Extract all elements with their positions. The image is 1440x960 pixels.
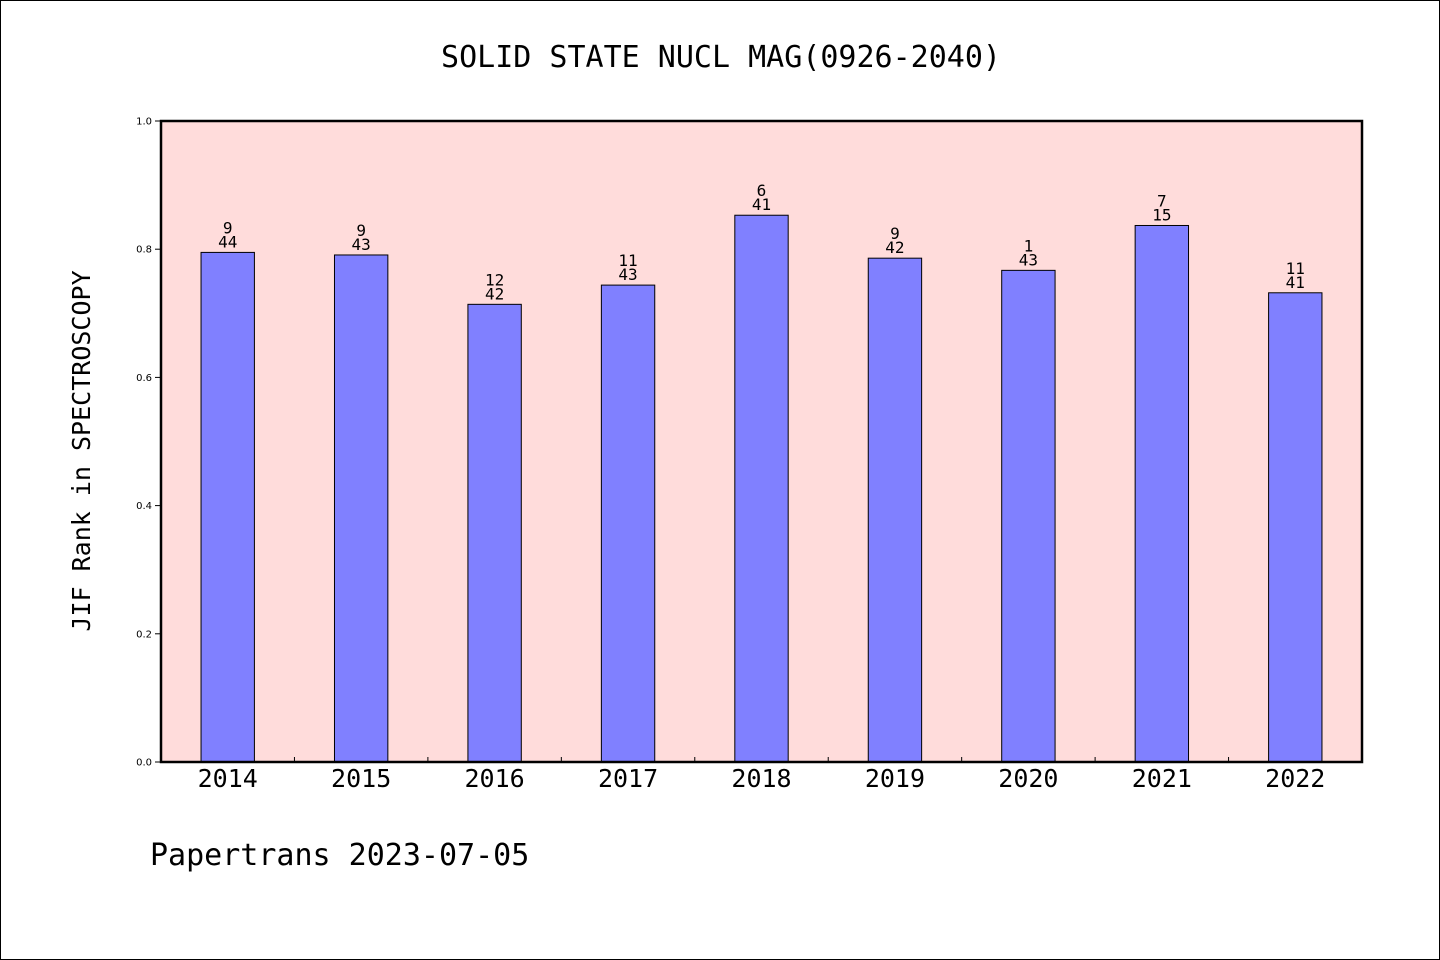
x-tick-label: 2016 — [465, 764, 525, 793]
bar-label-total: 44 — [218, 232, 237, 251]
x-tick-label: 2021 — [1132, 764, 1192, 793]
bar-label-total: 41 — [1286, 273, 1305, 292]
bar-label-total: 41 — [752, 195, 771, 214]
bar-label-total: 43 — [618, 265, 637, 284]
bar — [1268, 292, 1323, 763]
bar — [867, 257, 923, 763]
y-tick-label: 0.2 — [136, 629, 152, 640]
bar-label-total: 43 — [352, 235, 371, 254]
bar — [467, 303, 522, 763]
bar-label-rank: 9 — [890, 224, 900, 243]
bar — [333, 254, 389, 763]
y-tick-label: 0.4 — [136, 501, 152, 512]
bar-label-total: 15 — [1152, 205, 1171, 224]
chart-title: SOLID STATE NUCL MAG(0926-2040) — [441, 40, 1001, 75]
bar — [600, 284, 656, 763]
bar-label-rank: 6 — [757, 181, 767, 200]
bar-label-rank: 7 — [1157, 191, 1167, 210]
y-ticks: 0.0 0.2 0.4 0.6 0.8 1.0 — [136, 117, 161, 769]
y-axis-label: JIF Rank in SPECTROSCOPY — [67, 270, 96, 631]
bar-label-rank: 9 — [356, 221, 366, 240]
plot-frame — [159, 119, 1364, 764]
bar-label-total: 43 — [1019, 250, 1038, 269]
bar-label-total: 42 — [885, 238, 904, 257]
bar — [734, 214, 789, 763]
x-tick-label: 2019 — [865, 764, 925, 793]
bar-label-total: 42 — [485, 284, 504, 303]
y-tick-label: 0.8 — [136, 245, 152, 256]
bar-label-rank: 11 — [618, 251, 637, 270]
bar-label-rank: 9 — [223, 218, 233, 237]
footer-date: Papertrans 2023-07-05 — [150, 838, 529, 873]
x-tick-label: 2014 — [198, 764, 258, 793]
x-tick-label: 2015 — [331, 764, 391, 793]
y-tick-label: 1.0 — [136, 117, 152, 128]
bar — [1134, 224, 1190, 763]
y-tick-label: 0.0 — [136, 758, 152, 769]
bar — [1001, 269, 1056, 763]
y-tick-label: 0.6 — [136, 373, 152, 384]
bar-label-rank: 12 — [485, 270, 504, 289]
bar-label-rank: 1 — [1024, 236, 1034, 255]
x-ticks: 2014 2015 2016 2017 2018 2019 2020 2021 2022 — [198, 757, 1325, 793]
bar-label-rank: 11 — [1286, 259, 1305, 278]
x-tick-label: 2017 — [598, 764, 658, 793]
x-tick-label: 2020 — [998, 764, 1058, 793]
x-tick-label: 2022 — [1265, 764, 1325, 793]
bar — [200, 251, 255, 763]
x-tick-label: 2018 — [731, 764, 791, 793]
